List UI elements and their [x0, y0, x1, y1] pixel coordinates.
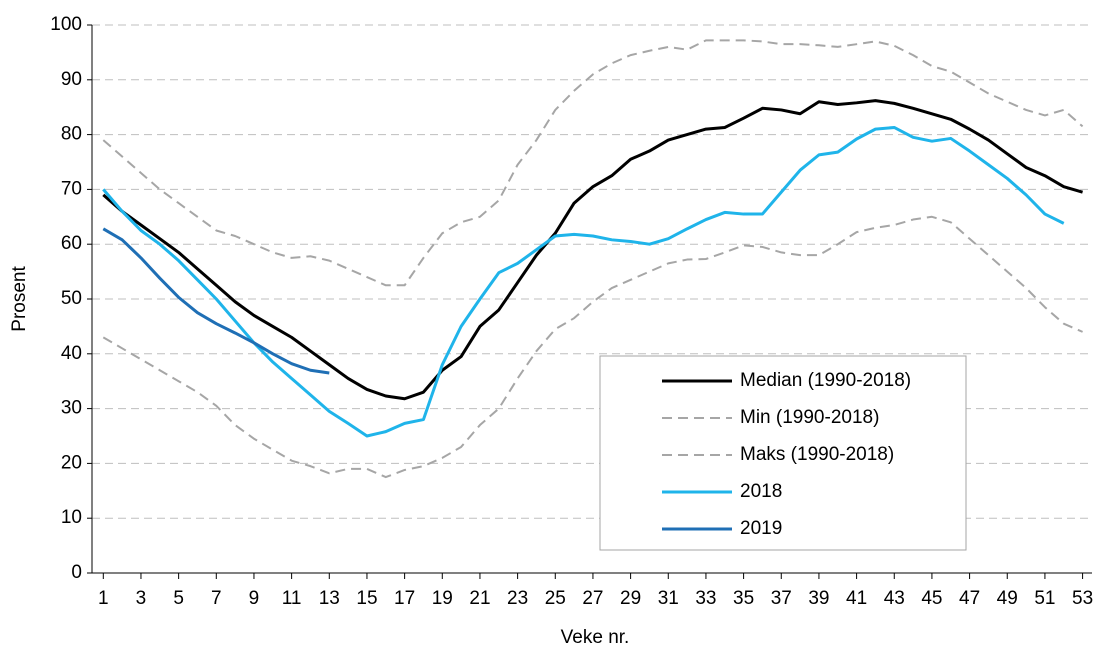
x-tick-label: 5 — [173, 588, 184, 609]
y-tick-label: 10 — [61, 507, 82, 528]
x-tick-label: 49 — [997, 588, 1018, 609]
x-tick-label: 35 — [733, 588, 754, 609]
x-tick-label: 37 — [771, 588, 792, 609]
series-line — [102, 39, 1084, 287]
series-line — [102, 99, 1083, 401]
x-tick-label: 43 — [884, 588, 905, 609]
x-tick-label: 19 — [432, 588, 453, 609]
legend-label: Maks (1990-2018) — [740, 444, 894, 465]
x-tick-label: 33 — [695, 588, 716, 609]
series-line — [102, 125, 1065, 438]
x-tick-label: 3 — [136, 588, 147, 609]
legend-label: 2019 — [740, 518, 782, 539]
x-tick-label: 53 — [1072, 588, 1093, 609]
x-tick-label: 17 — [394, 588, 415, 609]
x-tick-label: 21 — [469, 588, 490, 609]
y-tick-label: 90 — [61, 69, 82, 90]
y-tick-label: 60 — [61, 233, 82, 254]
y-tick-label: 0 — [71, 562, 82, 583]
y-axis-title: Prosent — [9, 266, 30, 332]
legend-label: 2018 — [740, 481, 782, 502]
series-line — [102, 215, 1083, 479]
y-tick-label: 20 — [61, 452, 82, 473]
x-tick-label: 31 — [658, 588, 679, 609]
y-tick-label: 50 — [61, 288, 82, 309]
x-tick-label: 9 — [249, 588, 260, 609]
x-tick-label: 13 — [319, 588, 340, 609]
x-tick-label: 29 — [620, 588, 641, 609]
y-tick-label: 100 — [50, 14, 82, 35]
x-tick-label: 25 — [545, 588, 566, 609]
x-tick-label: 39 — [808, 588, 829, 609]
x-tick-label: 11 — [282, 588, 302, 609]
legend-label: Min (1990-2018) — [740, 407, 879, 428]
x-tick-label: 41 — [846, 588, 867, 609]
x-tick-label: 51 — [1034, 588, 1055, 609]
x-axis-title: Veke nr. — [561, 627, 630, 648]
legend-box — [599, 355, 967, 551]
x-tick-label: 7 — [211, 588, 222, 609]
x-tick-label: 45 — [921, 588, 942, 609]
y-tick-label: 70 — [61, 178, 82, 199]
x-tick-label: 27 — [582, 588, 603, 609]
y-tick-label: 80 — [61, 124, 82, 145]
y-tick-label: 40 — [61, 343, 82, 364]
legend-label: Median (1990-2018) — [740, 370, 911, 391]
x-tick-label: 47 — [959, 588, 980, 609]
x-tick-label: 1 — [98, 588, 109, 609]
x-tick-label: 15 — [356, 588, 377, 609]
y-tick-label: 30 — [61, 398, 82, 419]
series-line — [102, 227, 330, 375]
x-tick-label: 23 — [507, 588, 528, 609]
